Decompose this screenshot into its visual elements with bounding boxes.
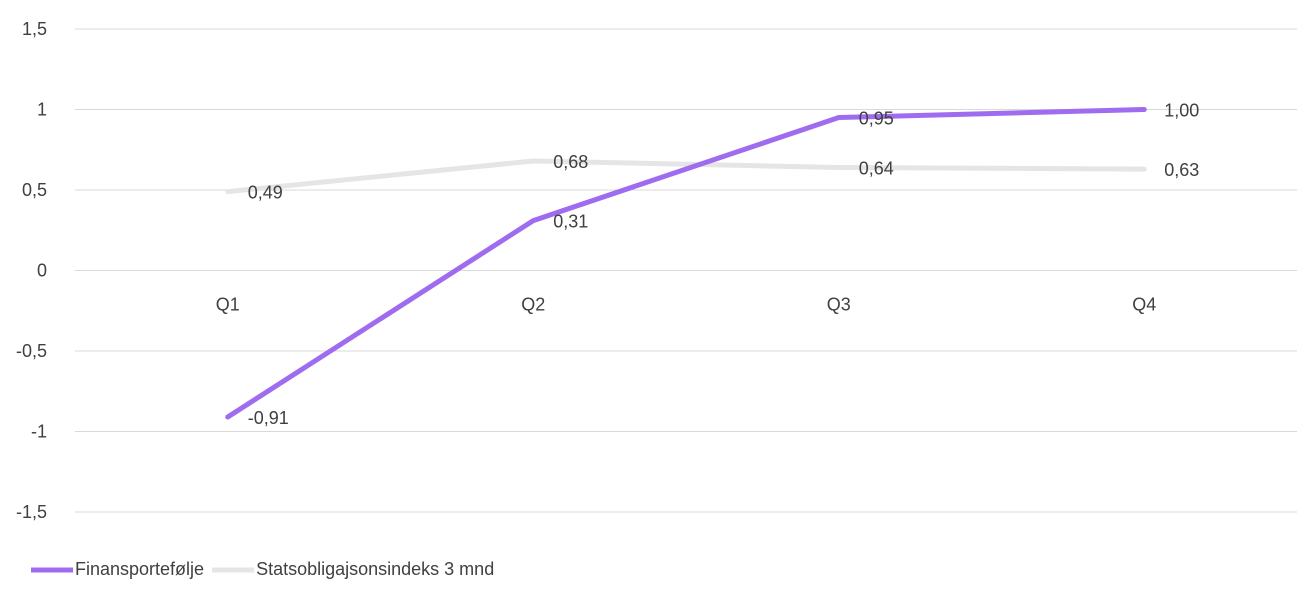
x-tick-label: Q4 — [1132, 295, 1156, 315]
x-tick-label: Q3 — [827, 295, 851, 315]
legend-label: Statsobligajsonsindeks 3 mnd — [256, 559, 494, 579]
data-label: 0,31 — [553, 212, 588, 232]
gridlines — [75, 28, 1297, 513]
legend-label: Finansportefølje — [75, 559, 204, 579]
data-label: 0,63 — [1164, 160, 1199, 180]
data-label: 0,49 — [248, 183, 283, 203]
data-label: 1,00 — [1164, 101, 1199, 121]
y-tick-label: -1,5 — [16, 502, 47, 522]
y-tick-label: 0,5 — [22, 180, 47, 200]
data-label: 0,68 — [553, 152, 588, 172]
data-label: 0,95 — [859, 109, 894, 129]
series-line — [225, 107, 1147, 420]
series-lines — [225, 107, 1147, 420]
y-tick-label: -1 — [31, 422, 47, 442]
y-axis-tick-labels: 1,5 1 0,5 0 -0,5 -1 -1,5 — [16, 19, 47, 522]
x-axis-tick-labels: Q1 Q2 Q3 Q4 — [216, 295, 1157, 315]
y-tick-label: 1 — [37, 100, 47, 120]
x-tick-label: Q2 — [521, 295, 545, 315]
legend: Finansportefølje Statsobligajsonsindeks 3… — [31, 559, 494, 579]
y-tick-label: 0 — [37, 261, 47, 281]
y-tick-label: 1,5 — [22, 19, 47, 39]
y-tick-label: -0,5 — [16, 341, 47, 361]
data-label: 0,64 — [859, 158, 894, 178]
x-tick-label: Q1 — [216, 295, 240, 315]
series-line — [225, 158, 1147, 195]
data-labels: -0,91 0,31 0,95 1,00 0,49 0,68 0,64 0,63 — [248, 101, 1200, 429]
data-label: -0,91 — [248, 408, 289, 428]
